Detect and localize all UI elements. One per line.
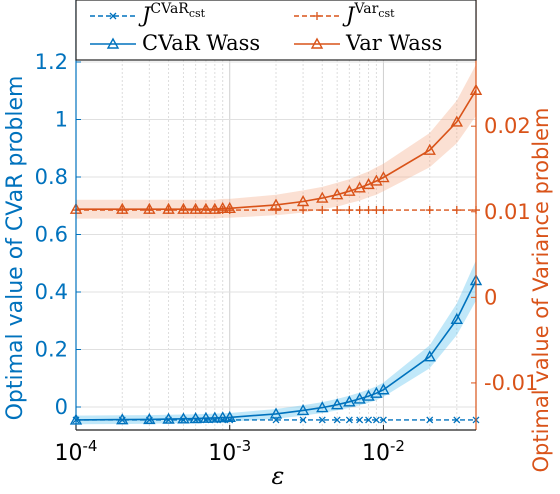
data-point <box>353 181 366 193</box>
data-point <box>269 407 283 419</box>
y-axis-right-label: Optimal value of Variance problem <box>529 108 553 473</box>
legend-label: JVarcst <box>342 1 395 27</box>
data-point <box>365 416 373 424</box>
data-point <box>450 312 463 325</box>
y-left-tick-label: 0.4 <box>35 280 68 304</box>
data-point <box>330 398 344 410</box>
y-left-tick-label: 0.2 <box>35 338 68 362</box>
data-point <box>296 404 310 416</box>
data-point <box>364 206 373 215</box>
data-point <box>379 206 388 215</box>
x-tick-label: 10-4 <box>55 437 98 466</box>
data-point <box>296 195 310 207</box>
data-point <box>453 416 461 424</box>
data-point <box>362 177 375 190</box>
data-point <box>162 412 175 424</box>
data-point <box>450 115 463 127</box>
x-axis-label: ε <box>272 462 285 490</box>
y-left-tick-label: 0.6 <box>35 223 68 247</box>
data-point <box>162 202 175 214</box>
y-left-tick-label: 1 <box>55 108 68 132</box>
data-point <box>316 191 329 203</box>
data-point <box>199 202 213 214</box>
data-point <box>189 412 202 424</box>
legend-label: CVaR Wass <box>142 31 260 55</box>
x-tick-label: 10-3 <box>208 437 251 466</box>
data-point <box>272 206 280 215</box>
data-point <box>377 383 390 395</box>
y-left-tick-label: 1.2 <box>35 50 68 74</box>
data-point <box>208 202 222 214</box>
data-point <box>223 410 236 423</box>
legend-marker <box>310 37 324 49</box>
data-point <box>199 411 213 423</box>
x-tick-label: 10-2 <box>362 437 405 466</box>
legend-entry: JCVaRcst <box>90 1 206 27</box>
y-right-tick-label: -0.01 <box>484 371 538 395</box>
confidence-bands <box>76 64 476 425</box>
data-point <box>379 416 387 424</box>
confidence-band <box>76 64 476 219</box>
data-point <box>216 411 229 423</box>
data-point <box>353 392 366 404</box>
data-point <box>333 206 342 215</box>
data-point <box>343 184 356 196</box>
legend-marker <box>313 12 321 20</box>
grid <box>75 0 477 430</box>
y-right-tick-label: 0.02 <box>484 114 531 138</box>
data-point <box>189 202 202 214</box>
data-point <box>330 188 344 200</box>
data-point <box>216 201 229 214</box>
data-point <box>143 202 156 214</box>
data-point <box>116 202 129 214</box>
legend-label: JCVaRcst <box>138 1 206 27</box>
data-point <box>355 206 364 215</box>
data-point <box>208 411 222 423</box>
legend-marker <box>106 37 120 49</box>
data-point <box>377 171 390 183</box>
data-point <box>269 198 283 210</box>
data-point <box>345 416 353 424</box>
legend-entry: CVaR Wass <box>90 31 260 55</box>
data-point <box>333 416 341 424</box>
data-point <box>372 206 381 215</box>
y-left-tick-label: 0 <box>55 395 68 419</box>
y-right-tick-label: 0.01 <box>484 200 531 224</box>
data-point <box>116 413 129 425</box>
data-point <box>223 201 236 214</box>
data-point <box>318 206 327 215</box>
data-point <box>177 412 190 424</box>
legend-box <box>75 0 477 61</box>
data-point <box>423 143 436 155</box>
data-point <box>425 206 434 215</box>
data-point <box>318 416 326 424</box>
legend: JCVaRcst JVarcst CVaR Wass Var Wass <box>75 0 477 61</box>
legend-entry: Var Wass <box>294 31 442 55</box>
data-point <box>423 350 436 362</box>
y-right-tick-label: 0 <box>484 285 497 309</box>
legend-marker <box>109 12 117 20</box>
legend-label: Var Wass <box>345 31 442 55</box>
data-point <box>345 206 354 215</box>
data-point <box>299 416 307 424</box>
legend-entry: JVarcst <box>294 1 395 27</box>
data-point <box>143 412 156 425</box>
data-point <box>316 401 329 413</box>
data-point <box>343 395 356 407</box>
data-point <box>356 416 364 424</box>
series-markers <box>69 83 483 425</box>
data-point <box>426 416 434 424</box>
data-point <box>299 206 308 215</box>
data-point <box>177 202 190 214</box>
data-point <box>362 389 375 401</box>
data-point <box>452 206 461 215</box>
tick-labels: 0 0.2 0.4 0.6 0.8 1 1.2 -0.01 0 0.01 0.02 10-4 10-3 1… <box>35 50 539 466</box>
y-axis-left-label: Optimal value of CVaR problem <box>3 76 28 421</box>
data-point <box>372 416 380 424</box>
y-left-tick-label: 0.8 <box>35 165 68 189</box>
